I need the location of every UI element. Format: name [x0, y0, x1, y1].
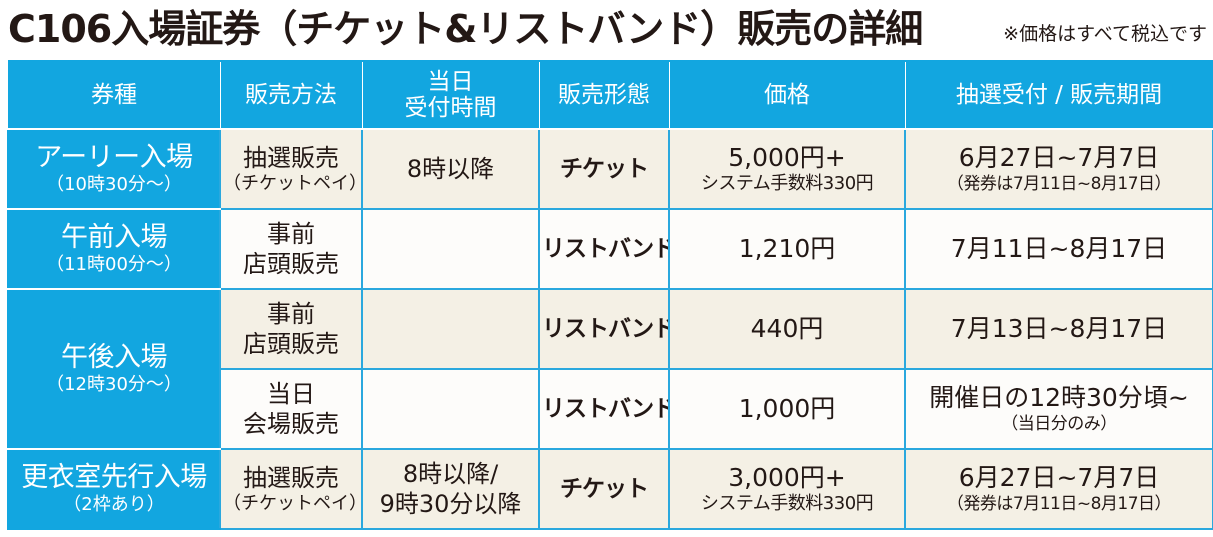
cell-ticket-type: 更衣室先行入場 （2枠あり）	[7, 448, 221, 530]
reception-time: 8時以降	[406, 155, 495, 183]
header-sales-method: 販売方法	[219, 60, 363, 130]
cell-period: 6月27日~7月7日 （発券は7月11日~8月17日）	[904, 448, 1213, 530]
ticket-type-time: （2枠あり）	[63, 494, 165, 515]
price-fee: システム手数料330円	[700, 173, 874, 194]
header-price: 価格	[668, 60, 906, 130]
sales-method: 抽選販売	[243, 464, 339, 492]
table-row-morning: 午前入場 （11時00分～） 事前 店頭販売 リストバンド 1,210円 7月1…	[7, 208, 1213, 290]
ticket-type-name: アーリー入場	[35, 142, 193, 173]
cell-sales-method: 事前 店頭販売	[219, 208, 363, 290]
cell-price: 5,000円+ システム手数料330円	[668, 128, 906, 210]
period: 開催日の12時30分頃~	[929, 383, 1189, 412]
cell-reception	[361, 208, 540, 290]
header-reception-line2: 受付時間	[404, 95, 497, 121]
sales-method-line2: 店頭販売	[243, 330, 339, 358]
cell-period: 7月11日~8月17日	[904, 208, 1213, 290]
title-bar: C106入場証券（チケット&リストバンド）販売の詳細 ※価格はすべて税込です	[8, 2, 1213, 58]
cell-period: 7月13日~8月17日	[904, 288, 1213, 370]
cell-reception: 8時以降/ 9時30分以降	[361, 448, 540, 530]
cell-price: 1,210円	[668, 208, 906, 290]
sales-method-sub: （チケットペイ）	[223, 493, 362, 514]
price: 3,000円+	[728, 463, 846, 492]
sales-method-line1: 事前	[267, 300, 315, 328]
ticket-type-time: （10時30分～）	[46, 174, 182, 195]
reception-time-line1: 8時以降/	[402, 460, 499, 488]
ticket-type-time: （12時30分～）	[46, 374, 182, 395]
cell-sales-method: 抽選販売 （チケットペイ）	[219, 448, 363, 530]
cell-sales-form: リストバンド	[538, 208, 670, 290]
cell-period: 開催日の12時30分頃~ （当日分のみ）	[904, 368, 1213, 450]
ticket-type-name: 更衣室先行入場	[21, 462, 207, 493]
sales-method-line1: 当日	[267, 380, 315, 408]
header-same-day-reception: 当日 受付時間	[361, 60, 540, 130]
ticket-type-name: 午後入場	[61, 342, 168, 373]
sales-method: 抽選販売	[243, 144, 339, 172]
period: 7月13日~8月17日	[950, 314, 1168, 343]
period-sub: （発券は7月11日~8月17日）	[946, 174, 1172, 194]
cell-ticket-type: アーリー入場 （10時30分～）	[7, 128, 221, 210]
cell-period: 6月27日~7月7日 （発券は7月11日~8月17日）	[904, 128, 1213, 210]
price: 1,210円	[738, 234, 836, 263]
cell-ticket-type: 午後入場 （12時30分～）	[7, 288, 221, 450]
period-sub: （当日分のみ）	[1001, 414, 1117, 434]
cell-sales-method: 事前 店頭販売	[219, 288, 363, 370]
cell-sales-form: チケット	[538, 448, 670, 530]
table-row-afternoon-sameday: 当日 会場販売 リストバンド 1,000円 開催日の12時30分頃~ （当日分の…	[8, 368, 1213, 450]
price-fee: システム手数料330円	[700, 493, 874, 514]
header-period: 抽選受付 / 販売期間	[904, 60, 1213, 130]
cell-price: 3,000円+ システム手数料330円	[668, 448, 906, 530]
sales-form: リストバンド	[542, 316, 669, 342]
cell-sales-form: リストバンド	[538, 288, 670, 370]
table-row-early: アーリー入場 （10時30分～） 抽選販売 （チケットペイ） 8時以降 チケット…	[7, 128, 1213, 210]
sales-form: チケット	[560, 476, 649, 502]
page-title: C106入場証券（チケット&リストバンド）販売の詳細	[8, 7, 923, 51]
table-row-changing-room: 更衣室先行入場 （2枠あり） 抽選販売 （チケットペイ） 8時以降/ 9時30分…	[7, 448, 1213, 530]
header-sales-form: 販売形態	[538, 60, 670, 130]
ticket-sales-table: 券種 販売方法 当日 受付時間 販売形態 価格 抽選受付 / 販売期間 アーリー…	[7, 60, 1213, 530]
period: 6月27日~7月7日	[958, 143, 1160, 172]
cell-reception: 8時以降	[361, 128, 540, 210]
header-reception-line1: 当日	[427, 69, 474, 95]
sales-method-line1: 事前	[267, 220, 315, 248]
sales-form: チケット	[560, 156, 649, 182]
cell-reception	[361, 368, 540, 450]
tax-note: ※価格はすべて税込です	[1003, 23, 1207, 45]
ticket-type-name: 午前入場	[61, 222, 168, 253]
table-header-row: 券種 販売方法 当日 受付時間 販売形態 価格 抽選受付 / 販売期間	[7, 60, 1213, 130]
price: 1,000円	[738, 394, 836, 423]
sales-method-line2: 会場販売	[243, 410, 339, 438]
cell-reception	[361, 288, 540, 370]
table-row-afternoon-advance: 午後入場 （12時30分～） 事前 店頭販売 リストバンド 440円 7月13日…	[7, 288, 1213, 450]
cell-sales-form: チケット	[538, 128, 670, 210]
period: 7月11日~8月17日	[950, 234, 1168, 263]
sales-form: リストバンド	[542, 396, 669, 422]
price: 5,000円+	[728, 143, 846, 172]
sales-method-sub: （チケットペイ）	[223, 173, 362, 194]
period-sub: （発券は7月11日~8月17日）	[946, 494, 1172, 514]
sales-method-line2: 店頭販売	[243, 250, 339, 278]
period: 6月27日~7月7日	[958, 463, 1160, 492]
cell-sales-form: リストバンド	[538, 368, 670, 450]
ticket-type-time: （11時00分～）	[46, 254, 182, 275]
header-ticket-type: 券種	[7, 60, 221, 130]
sales-form: リストバンド	[542, 236, 669, 262]
cell-sales-method: 抽選販売 （チケットペイ）	[219, 128, 363, 210]
cell-ticket-type: 午前入場 （11時00分～）	[7, 208, 221, 290]
price: 440円	[750, 314, 824, 343]
cell-price: 1,000円	[668, 368, 906, 450]
cell-price: 440円	[668, 288, 906, 370]
reception-time-line2: 9時30分以降	[379, 490, 522, 518]
cell-sales-method: 当日 会場販売	[219, 368, 363, 450]
